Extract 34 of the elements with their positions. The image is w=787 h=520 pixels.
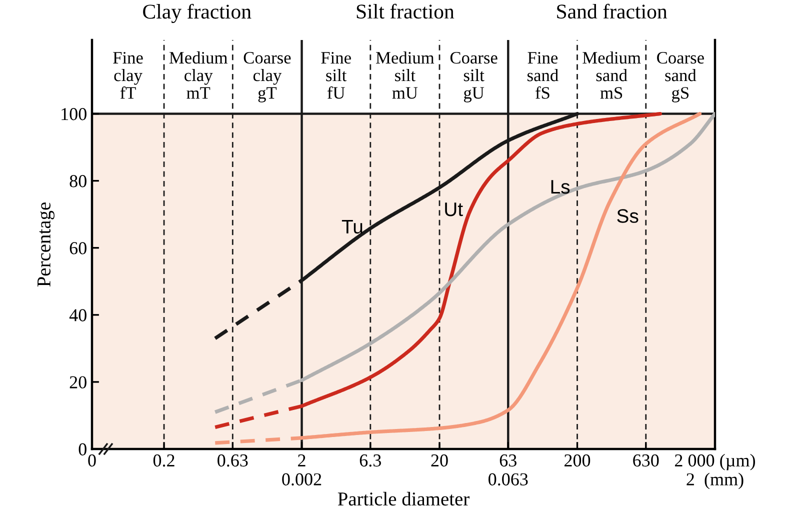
text: Sand fraction (557, 4, 668, 19)
annotation: Coarse sand gS (657, 52, 704, 102)
y-axis-title: Percentage (38, 202, 54, 287)
y-tick-label: 40 (69, 309, 86, 322)
annotation: Coarse clay gT (244, 52, 291, 102)
annotation: Ls (551, 180, 570, 194)
annotation: Fine sand fS (528, 52, 558, 99)
x-tick-label: 0.2 (153, 454, 174, 467)
x-tick-label: 63 0.063 (488, 454, 528, 486)
x-tick-label: 0.63 (218, 454, 248, 467)
annotation: Medium silt mU (376, 51, 434, 99)
annotation: Medium sand mS (582, 51, 641, 99)
x-tick-label: 6.3 (360, 454, 381, 467)
annotation: Ss (617, 209, 638, 223)
x-tick-label: 20 (431, 454, 448, 467)
annotation: Fine clay fT (113, 52, 143, 99)
annotation: Ut (445, 202, 463, 216)
y-tick-label: 100 (62, 108, 86, 120)
annotation: Coarse silt gU (450, 52, 498, 102)
x-tick-label: 0 (88, 454, 96, 467)
annotation: Medium clay mT (169, 51, 228, 99)
y-tick-label: 20 (70, 376, 86, 388)
text: Silt fraction (356, 4, 454, 19)
y-tick-label: 60 (70, 242, 86, 254)
y-tick-label: 80 (70, 175, 86, 188)
x-tick-label: 2 0.002 (282, 454, 322, 486)
x-tick-label: 2 000 (µm) 2 (mm) (674, 454, 756, 490)
annotation: Fine silt fU (321, 52, 351, 99)
x-axis-title: Particle diameter (338, 492, 470, 506)
text: Clay fraction (143, 4, 252, 23)
x-tick-label: 630 (633, 454, 659, 467)
y-tick-label: 0 (78, 443, 86, 456)
annotation: Tu (342, 220, 362, 234)
x-tick-label: 200 (564, 454, 590, 467)
